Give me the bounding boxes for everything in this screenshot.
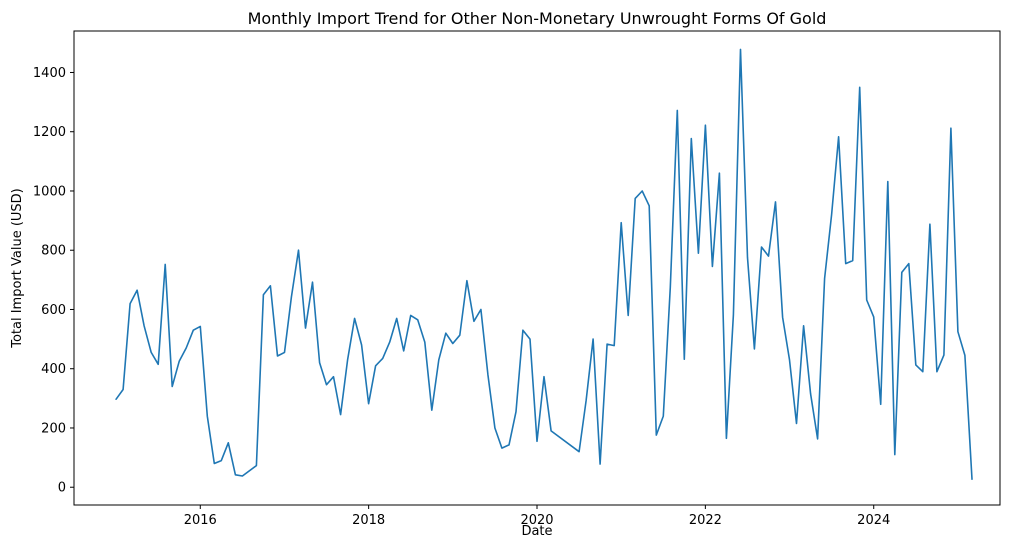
x-axis-ticks: 2016 2018 2020 2022 2024 <box>184 505 890 528</box>
x-tick-label: 2016 <box>184 513 217 528</box>
x-tick-label: 2022 <box>689 513 722 528</box>
x-tick-label: 2018 <box>352 513 385 528</box>
plot-frame <box>73 30 1001 506</box>
y-axis-label: Total Import Value (USD) <box>10 188 25 349</box>
y-tick-label: 200 <box>41 421 66 436</box>
x-tick-label: 2020 <box>520 513 553 528</box>
chart-title: Monthly Import Trend for Other Non-Monet… <box>248 9 827 28</box>
series-line <box>115 48 973 481</box>
y-tick-label: 1000 <box>33 184 66 199</box>
y-axis-ticks: 0 200 400 600 800 1000 1200 1400 <box>33 66 74 496</box>
x-axis-label: Date <box>521 524 552 539</box>
y-tick-label: 1400 <box>33 66 66 81</box>
plot-background <box>74 31 1000 505</box>
y-tick-label: 800 <box>41 244 66 259</box>
y-tick-label: 600 <box>41 303 66 318</box>
y-tick-label: 400 <box>41 362 66 377</box>
y-tick-label: 1200 <box>33 125 66 140</box>
x-tick-label: 2024 <box>857 513 890 528</box>
y-tick-label: 0 <box>58 481 66 496</box>
